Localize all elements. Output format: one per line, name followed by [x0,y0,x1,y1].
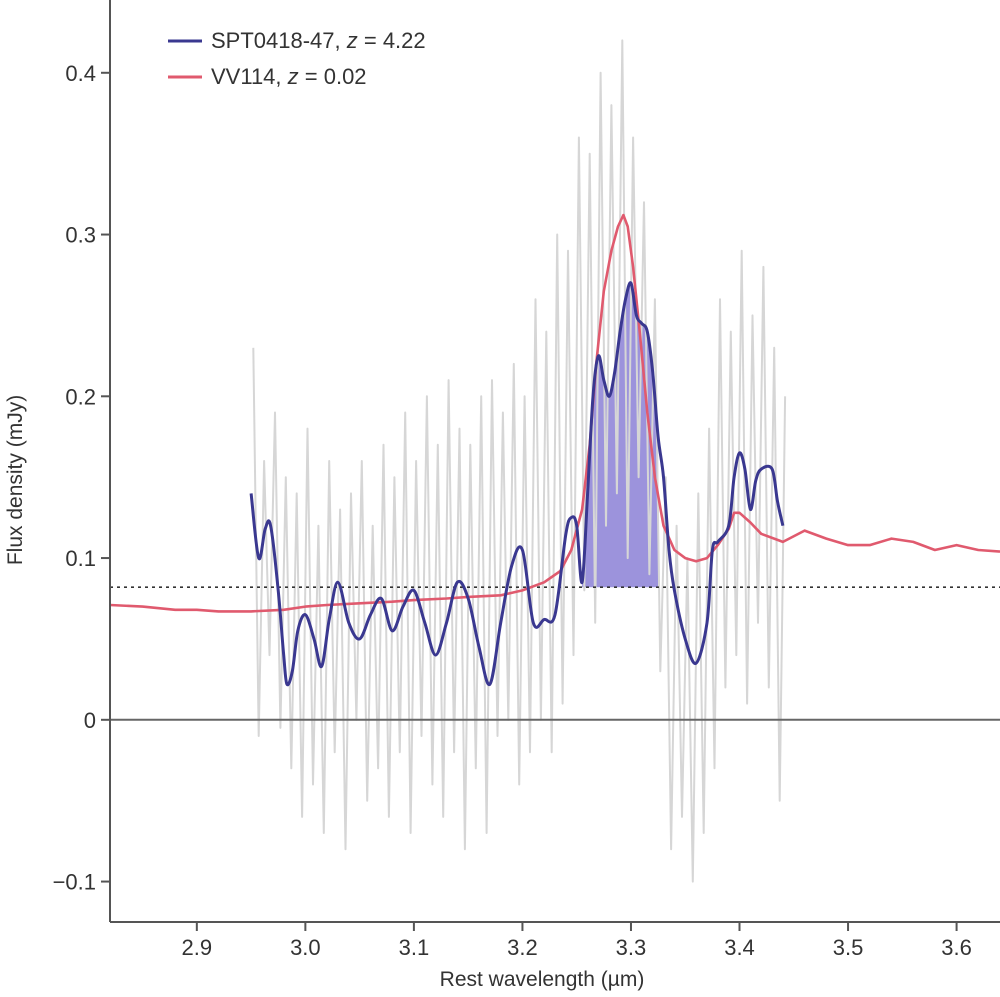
series-line-spt0418 [249,281,785,687]
y-tick-label: 0.2 [65,384,96,409]
noise-spectrum-layer [252,39,787,883]
series-layer [109,213,1000,687]
x-axis-label: Rest wavelength (µm) [440,968,645,991]
x-tick-label: 3.0 [290,935,321,960]
shaded-feature-area [582,283,659,588]
x-tick-label: 3.4 [724,935,755,960]
y-tick-label: 0.3 [65,223,96,248]
x-tick-label: 3.5 [833,935,864,960]
y-tick-label: 0 [84,708,96,733]
axes-layer: 2.9 3.0 3.1 3.2 3.3 3.4 3.5 3.6 −0.1 0 0.1 0.2 0.3 0.… [53,0,1000,960]
y-tick-label: −0.1 [53,870,96,895]
legend: SPT0418-47, z = 4.22 VV114, z = 0.02 [168,28,426,89]
x-tick-label: 3.1 [399,935,430,960]
x-tick-label: 3.6 [941,935,972,960]
y-axis-label: Flux density (mJy) [4,395,27,565]
y-tick-label: 0.4 [65,61,96,86]
series-line-vv114 [109,213,1000,613]
noise-spectrum-line [252,39,787,883]
x-tick-label: 3.2 [507,935,538,960]
reference-lines-layer [110,586,1000,721]
x-tick-label: 3.3 [616,935,647,960]
x-tick-label: 2.9 [182,935,213,960]
y-tick-label: 0.1 [65,546,96,571]
shaded-region-layer [582,283,659,588]
legend-entry: VV114, z = 0.02 [211,64,367,89]
legend-entry: SPT0418-47, z = 4.22 [211,28,426,53]
